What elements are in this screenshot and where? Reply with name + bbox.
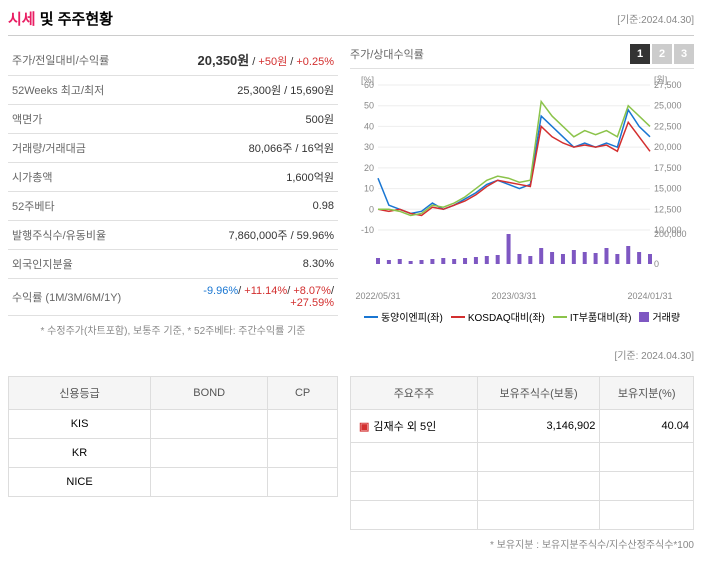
bottom-basis-date: [기준: 2024.04.30] [8, 343, 694, 366]
stock-row-label: 발행주식수/유동비율 [8, 221, 157, 250]
stock-row: 거래량/거래대금80,066주 / 16억원 [8, 134, 338, 163]
svg-text:20,000: 20,000 [654, 142, 682, 152]
svg-text:30: 30 [364, 142, 374, 152]
svg-text:20: 20 [364, 163, 374, 173]
shareholder-header: 보유주식수(보통) [477, 377, 600, 410]
shareholder-panel: 주요주주보유주식수(보통)보유지분(%) ▣김재수 외 5인3,146,9024… [350, 376, 694, 557]
stock-row: 외국인지분율8.30% [8, 250, 338, 279]
rating-header: CP [268, 377, 338, 410]
chart-tabs: 123 [630, 44, 694, 64]
shareholder-row-empty [351, 472, 694, 501]
chart-tab-2[interactable]: 2 [652, 44, 672, 64]
svg-text:15,000: 15,000 [654, 184, 682, 194]
stock-row-value: 1,600억원 [157, 163, 339, 192]
svg-text:2024/01/31: 2024/01/31 [627, 291, 672, 301]
basis-date: [기준:2024.04.30] [617, 11, 694, 26]
stock-row-value: 20,350원 / +50원 / +0.25% [157, 44, 339, 76]
stock-row: 발행주식수/유동비율7,860,000주 / 59.96% [8, 221, 338, 250]
rating-row: KIS [9, 410, 338, 439]
svg-text:50: 50 [364, 101, 374, 111]
svg-text:200,000: 200,000 [654, 229, 687, 239]
stock-row: 52Weeks 최고/최저25,300원 / 15,690원 [8, 76, 338, 105]
stock-footnote: * 수정주가(차트포함), 보통주 기준, * 52주베타: 주간수익률 기준 [8, 316, 338, 343]
shareholder-row: ▣김재수 외 5인3,146,90240.04 [351, 410, 694, 443]
stock-row-label: 거래량/거래대금 [8, 134, 157, 163]
svg-text:0: 0 [654, 259, 659, 269]
legend-item: 거래량 [639, 309, 680, 324]
stock-row: 수익률 (1M/3M/6M/1Y)-9.96%/ +11.14%/ +8.07%… [8, 279, 338, 316]
stock-row-value: 7,860,000주 / 59.96% [157, 221, 339, 250]
svg-text:2022/05/31: 2022/05/31 [355, 291, 400, 301]
rating-row: KR [9, 439, 338, 468]
rating-table: 신용등급BONDCP KISKRNICE [8, 376, 338, 497]
legend-item: IT부품대비(좌) [553, 309, 632, 324]
chart-title: 주가/상대수익률 [350, 46, 424, 62]
stock-row-value: 500원 [157, 105, 339, 134]
stock-row-value: 80,066주 / 16억원 [157, 134, 339, 163]
legend-item: 동양이엔피(좌) [364, 309, 443, 324]
svg-text:40: 40 [364, 121, 374, 131]
page-title: 시세 및 주주현황 [8, 8, 113, 29]
shareholder-header: 보유지분(%) [600, 377, 694, 410]
chart-tab-3[interactable]: 3 [674, 44, 694, 64]
stock-info-panel: 주가/전일대비/수익률20,350원 / +50원 / +0.25%52Week… [8, 44, 338, 343]
stock-row: 주가/전일대비/수익률20,350원 / +50원 / +0.25% [8, 44, 338, 76]
rating-header: 신용등급 [9, 377, 151, 410]
stock-row-label: 시가총액 [8, 163, 157, 192]
stock-row-label: 52Weeks 최고/최저 [8, 76, 157, 105]
shareholder-table: 주요주주보유주식수(보통)보유지분(%) ▣김재수 외 5인3,146,9024… [350, 376, 694, 530]
svg-text:17,500: 17,500 [654, 163, 682, 173]
chart-legend: 동양이엔피(좌) KOSDAQ대비(좌) IT부품대비(좌) 거래량 [350, 305, 694, 328]
rating-panel: 신용등급BONDCP KISKRNICE [8, 376, 338, 557]
svg-text:[%]: [%] [361, 75, 374, 85]
stock-info-table: 주가/전일대비/수익률20,350원 / +50원 / +0.25%52Week… [8, 44, 338, 316]
stock-row-label: 액면가 [8, 105, 157, 134]
stock-row: 52주베타0.98 [8, 192, 338, 221]
stock-row-value: 8.30% [157, 250, 339, 279]
stock-row-value: 25,300원 / 15,690원 [157, 76, 339, 105]
stock-row-label: 외국인지분율 [8, 250, 157, 279]
shareholder-row-empty [351, 501, 694, 530]
page-header: 시세 및 주주현황 [기준:2024.04.30] [8, 8, 694, 36]
svg-text:0: 0 [369, 204, 374, 214]
svg-text:-10: -10 [361, 225, 374, 235]
svg-text:2023/03/31: 2023/03/31 [491, 291, 536, 301]
rating-header: BOND [151, 377, 268, 410]
shareholder-row-empty [351, 443, 694, 472]
svg-text:12,500: 12,500 [654, 204, 682, 214]
svg-text:25,000: 25,000 [654, 101, 682, 111]
price-chart: -1010,000012,5001015,0002017,5003020,000… [350, 75, 694, 305]
stock-row: 시가총액1,600억원 [8, 163, 338, 192]
rating-row: NICE [9, 468, 338, 497]
stock-row-label: 주가/전일대비/수익률 [8, 44, 157, 76]
shareholder-footnote: * 보유지분 : 보유지분주식수/지수산정주식수*100 [350, 530, 694, 557]
stock-row-value: -9.96%/ +11.14%/ +8.07%/ +27.59% [157, 279, 339, 316]
svg-text:10: 10 [364, 184, 374, 194]
svg-text:22,500: 22,500 [654, 121, 682, 131]
chart-panel: 주가/상대수익률 123 -1010,000012,5001015,000201… [350, 44, 694, 343]
stock-row: 액면가500원 [8, 105, 338, 134]
stock-row-label: 수익률 (1M/3M/6M/1Y) [8, 279, 157, 316]
legend-item: KOSDAQ대비(좌) [451, 309, 545, 324]
svg-text:[원]: [원] [654, 75, 667, 85]
stock-row-label: 52주베타 [8, 192, 157, 221]
shareholder-header: 주요주주 [351, 377, 478, 410]
expand-icon[interactable]: ▣ [359, 421, 369, 433]
stock-row-value: 0.98 [157, 192, 339, 221]
chart-tab-1[interactable]: 1 [630, 44, 650, 64]
